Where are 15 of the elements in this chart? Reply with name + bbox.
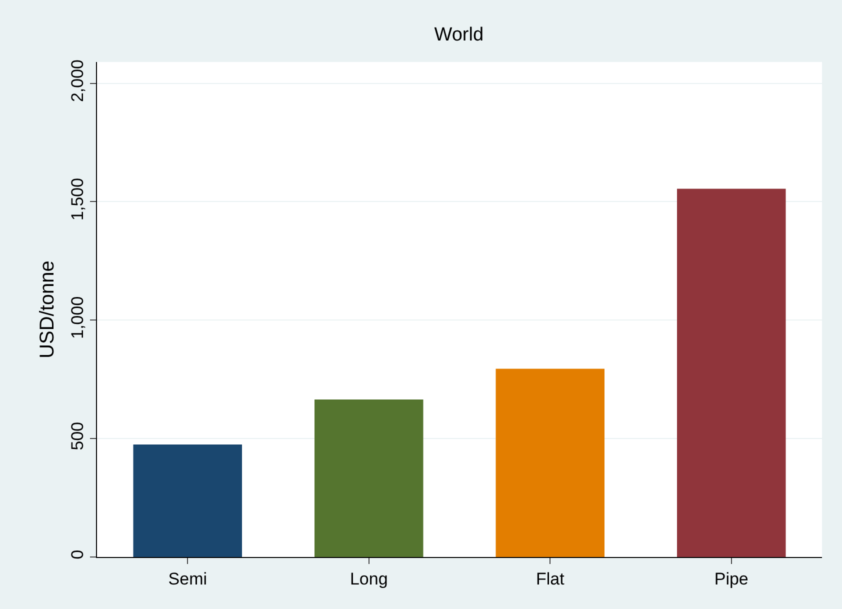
bar [133, 444, 242, 557]
bar [677, 188, 786, 557]
y-tick-label: 1,500 [68, 178, 88, 220]
x-tick-label: Flat [536, 569, 565, 588]
y-axis-title: USD/tonne [36, 260, 59, 358]
x-tick-label: Semi [168, 569, 207, 588]
bar [496, 368, 604, 557]
x-tick-label: Long [350, 569, 388, 588]
x-tick-label: Pipe [714, 569, 748, 588]
y-tick-label: 0 [68, 550, 88, 560]
chart-title: World [434, 24, 484, 46]
y-tick-label: 500 [68, 422, 88, 450]
bar [314, 400, 424, 557]
y-tick-label: 1,000 [68, 296, 88, 339]
y-tick-label: 2,000 [68, 59, 88, 102]
